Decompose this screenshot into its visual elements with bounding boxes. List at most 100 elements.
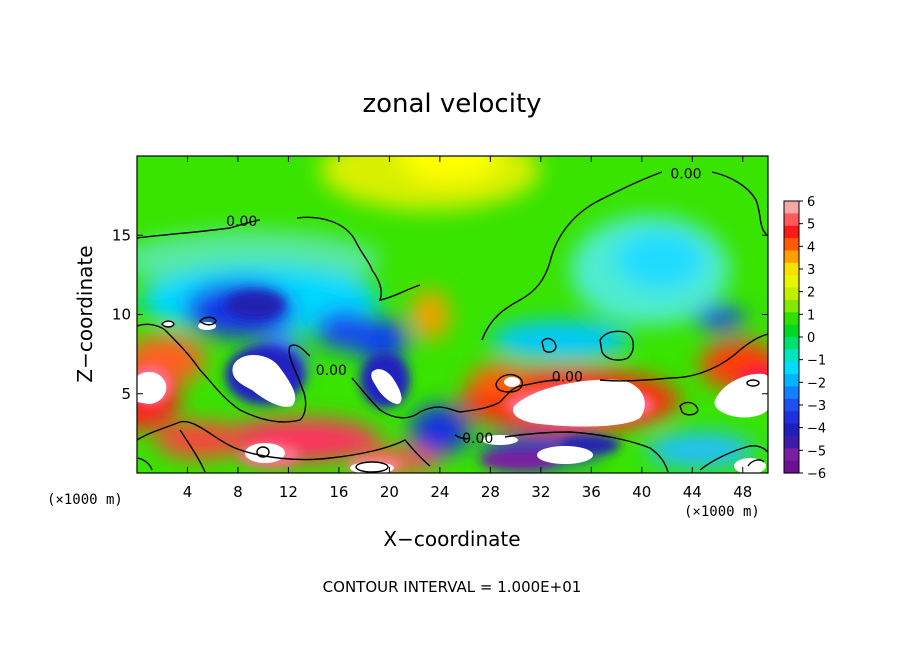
contour-label: 0.00 [316,363,347,379]
x-tick-label: 32 [531,483,550,501]
x-unit-right: (×1000 m) [684,504,760,520]
colorbar-tick-label: 6 [807,195,815,210]
contour-label: 0.00 [670,166,701,182]
x-tick-label: 12 [279,483,298,501]
colorbar-band [784,349,799,363]
contour-label: 0.00 [226,214,257,230]
colorbar-band [784,275,799,289]
contour-line [137,323,311,423]
colorbar-band [784,460,799,474]
y-axis: 5 10 15 [112,226,768,403]
colorbar-band [784,398,799,412]
saturated-region [137,371,167,404]
colorbar-band [784,213,799,227]
colorbar-band [784,386,799,400]
zero-contours [137,171,768,473]
contour-line [161,320,175,328]
y-tick-label: 15 [112,226,131,244]
colorbar-band [784,225,799,239]
colorbar-band [784,262,799,276]
colorbar-band [784,423,799,437]
x-axis: 4 8 12 16 20 24 28 32 36 40 44 48 [183,156,752,501]
contour-label: 0.00 [552,369,583,385]
chart-title: zonal velocity [362,89,541,119]
contour-line [454,434,471,440]
saturated-region [714,373,768,418]
contour-line [179,429,206,473]
colorbar-tick-label: −5 [807,444,826,459]
colorbar-band [784,250,799,264]
x-tick-label: 48 [733,483,752,501]
colorbar-tick-label: −2 [807,376,826,391]
colorbar-tick-label: 3 [807,263,815,278]
field-blob [410,290,450,340]
y-tick-label: 5 [121,385,131,403]
contour-line [699,445,768,471]
colorbar-band [784,201,799,214]
contour-line [481,171,663,341]
x-tick-label: 36 [582,483,601,501]
x-unit-left: (×1000 m) [47,492,123,508]
colorbar-band [784,312,799,326]
x-tick-label: 20 [380,483,399,501]
contour-line [599,333,768,382]
colorbar-tick-label: 1 [807,308,815,323]
x-tick-label: 8 [233,483,243,501]
contour-line [256,446,270,458]
x-tick-label: 24 [430,483,449,501]
velocity-field: 0.00 0.00 0.00 0.00 0.00 [137,156,768,473]
colorbar-bands [784,201,799,474]
field-blob [315,310,375,350]
contour-interval-note: CONTOUR INTERVAL = 1.000E+01 [323,578,582,596]
colorbar-band [784,299,799,313]
contour-line [711,171,768,237]
x-tick-label: 40 [632,483,651,501]
colorbar-band [784,287,799,301]
colorbar-tick-label: 0 [807,331,815,346]
x-tick-label: 4 [183,483,193,501]
saturated-region [371,369,402,404]
x-tick-label: 44 [683,483,702,501]
colorbar: 6 5 4 3 2 1 0 −1 −2 −3 −4 −5 −6 [783,195,826,482]
contour-line [747,459,765,467]
contour-line [199,316,217,326]
colorbar-tick-label: −6 [807,467,826,482]
contour-line [599,330,634,361]
saturated-region [232,354,296,407]
colorbar-tick-label: 2 [807,286,815,301]
y-tick-label: 10 [112,306,131,324]
colorbar-ticks: 6 5 4 3 2 1 0 −1 −2 −3 −4 −5 −6 [799,195,826,482]
contour-line [355,461,389,473]
saturated-region [512,379,645,427]
field-blob [225,290,285,320]
field-blob [490,320,630,360]
colorbar-band [784,324,799,338]
contour-line [495,373,524,393]
x-axis-label: X−coordinate [383,527,520,551]
y-axis-label: Z−coordinate [73,245,97,382]
field-blob [695,306,745,330]
contour-label: 0.00 [462,431,493,447]
x-tick-label: 16 [329,483,348,501]
saturated-region [537,446,593,464]
colorbar-band [784,435,799,449]
colorbar-tick-label: 5 [807,218,815,233]
field-blob [410,405,470,455]
x-tick-label: 28 [481,483,500,501]
saturated-region [504,377,520,387]
contour-line [679,401,699,416]
colorbar-band [784,374,799,388]
contour-line [137,457,153,471]
colorbar-band [784,448,799,462]
saturated-region [482,435,518,445]
colorbar-band [784,238,799,252]
contour-line [541,337,557,353]
contour-line [746,379,760,387]
saturated-region [734,458,766,473]
contour-labels: 0.00 0.00 0.00 0.00 0.00 [226,166,701,447]
colorbar-tick-label: −4 [807,422,826,437]
colorbar-band [784,337,799,350]
field-blob [400,156,500,182]
field-blob [615,230,705,290]
